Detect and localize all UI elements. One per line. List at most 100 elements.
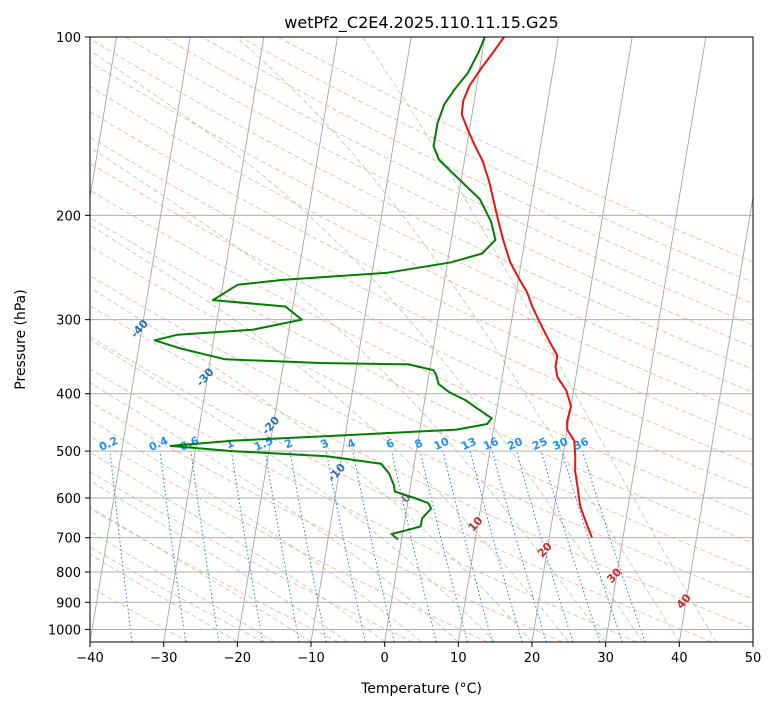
moist-adiabat — [90, 530, 275, 642]
isotherm-line — [384, 37, 486, 642]
isotherm-label: -30 — [194, 365, 217, 389]
mixing-ratio-line — [325, 451, 366, 642]
y-tick-label: 300 — [56, 314, 81, 329]
background-lines — [90, 37, 753, 642]
y-axis-ticks: 100 200 300 400 500 600 700 800 900 1000 — [48, 31, 90, 638]
mixing-ratio-line — [469, 450, 523, 642]
x-tick-label: 30 — [597, 651, 614, 666]
temperature-line — [460, 37, 593, 539]
x-tick-label: −10 — [297, 651, 324, 666]
moist-adiabat — [362, 37, 717, 642]
dry-adiabat — [90, 136, 753, 466]
x-tick-label: −20 — [224, 651, 251, 666]
mixing-ratio-line — [352, 451, 395, 642]
dry-adiabat — [90, 162, 753, 491]
isotherm-label: 30 — [604, 565, 624, 585]
isotherm-label: 10 — [466, 514, 486, 534]
moist-adiabat — [90, 338, 496, 642]
mixing-ratio-line — [491, 450, 547, 642]
isotherm-label: -10 — [325, 461, 348, 485]
moist-adiabat — [90, 480, 349, 642]
plot-frame — [89, 36, 754, 643]
sounding-series — [153, 37, 593, 541]
y-tick-label: 500 — [56, 445, 81, 460]
x-tick-label: 40 — [671, 651, 688, 666]
moist-adiabat — [90, 224, 570, 642]
y-tick-label: 400 — [56, 388, 81, 403]
mixing-ratio-label: 20 — [505, 435, 525, 453]
chart-title: wetPf2_C2E4.2025.110.11.15.G25 — [284, 13, 558, 33]
moist-adiabat — [90, 553, 238, 642]
mixing-ratio-line — [391, 450, 437, 642]
dry-adiabat — [90, 401, 563, 642]
x-tick-label: −30 — [150, 651, 177, 666]
dry-adiabat — [125, 37, 753, 348]
moist-adiabat — [90, 419, 422, 642]
mixing-ratio-line — [230, 451, 264, 642]
isotherm-label: -50 — [62, 269, 85, 293]
dewpoint-line — [153, 37, 497, 541]
mixing-ratio-line — [561, 450, 623, 642]
mixing-ratio-line — [109, 451, 133, 642]
dry-adiabat — [90, 275, 753, 600]
mixing-ratio-label: 30 — [551, 435, 571, 453]
moist-adiabat — [235, 37, 680, 642]
y-tick-label: 600 — [56, 492, 81, 507]
mixing-ratio-line — [540, 450, 601, 642]
mixing-ratio-label: 36 — [571, 435, 591, 453]
isotherm-line — [457, 37, 559, 642]
mixing-ratio-label: 8 — [413, 436, 425, 451]
mixing-ratio-line — [419, 450, 468, 642]
y-tick-label: 200 — [56, 209, 81, 224]
dry-adiabat — [90, 86, 753, 417]
x-tick-label: 0 — [381, 651, 389, 666]
mixing-ratio-line — [442, 450, 493, 642]
mixing-ratio-line — [159, 451, 187, 642]
isotherm-line — [531, 37, 633, 642]
y-tick-label: 1000 — [48, 623, 81, 638]
x-tick-label: 20 — [524, 651, 541, 666]
isotherm-line — [163, 37, 265, 642]
dry-adiabat — [90, 61, 753, 393]
isotherm-label: -20 — [259, 414, 282, 438]
mixing-ratio-label: 4 — [345, 436, 358, 451]
dry-adiabat — [90, 305, 753, 630]
isotherm-label: 40 — [674, 591, 694, 611]
dry-adiabat — [90, 546, 264, 642]
moist-adiabat — [90, 50, 643, 642]
y-tick-label: 700 — [56, 532, 81, 547]
mixing-ratio-label: 13 — [459, 435, 478, 453]
y-tick-label: 900 — [56, 596, 81, 611]
y-tick-label: 100 — [56, 31, 81, 46]
y-axis-label: Pressure (hPa) — [13, 289, 29, 389]
x-tick-label: 10 — [450, 651, 467, 666]
dry-adiabat — [90, 217, 753, 544]
moist-adiabat — [90, 287, 533, 642]
mixing-ratio-line — [264, 451, 300, 642]
mixing-ratio-label: 25 — [530, 435, 549, 453]
dry-adiabat — [90, 508, 339, 642]
dry-adiabat — [90, 111, 753, 441]
dry-adiabat — [277, 37, 753, 263]
isotherm-line — [236, 37, 338, 642]
isotherm-line — [678, 194, 753, 642]
dry-adiabat — [90, 336, 712, 642]
x-axis-ticks: −40 −30 −20 −10 0 10 20 30 40 50 — [76, 642, 761, 666]
x-tick-label: 50 — [745, 651, 762, 666]
isotherm-line — [90, 37, 191, 642]
isotherm-line — [90, 37, 117, 200]
mixing-ratio-line — [190, 451, 220, 642]
mixing-ratio-line — [516, 450, 574, 642]
pressure-gridlines — [90, 37, 753, 630]
y-tick-label: 800 — [56, 566, 81, 581]
isotherm-line — [752, 639, 753, 642]
x-tick-label: −40 — [76, 651, 103, 666]
isotherm-label: -40 — [128, 317, 151, 341]
dry-adiabat — [90, 435, 488, 642]
mixing-ratio-line — [582, 450, 646, 642]
moist-adiabat — [90, 382, 459, 642]
mixing-ratio-label: 3 — [319, 436, 331, 451]
moist-adiabat — [90, 451, 385, 642]
mixing-ratio-line — [289, 451, 327, 642]
